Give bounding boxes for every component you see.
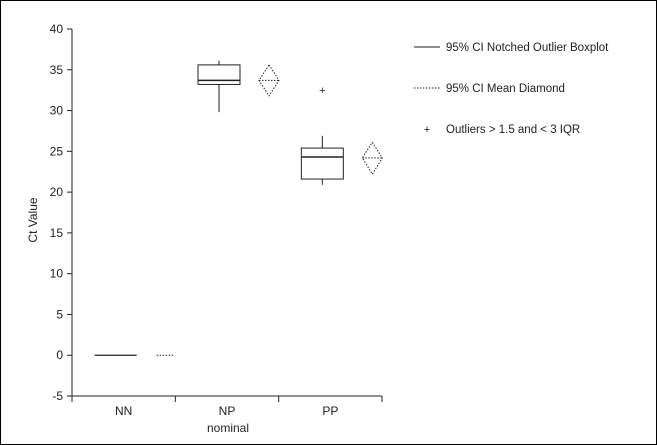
box-NP — [197, 60, 241, 113]
box-iqr — [300, 147, 344, 180]
outlier-marker: + — [319, 85, 325, 97]
box-iqr — [197, 64, 241, 85]
legend-label: Outliers > 1.5 and < 3 IQR — [446, 124, 580, 136]
y-tick-label: 35 — [50, 63, 64, 77]
legend-item: 95% CI Mean Diamond — [414, 83, 565, 95]
legend-item: + Outliers > 1.5 and < 3 IQR — [424, 124, 580, 136]
x-tick-label: NP — [219, 404, 236, 418]
legend: 95% CI Notched Outlier Boxplot 95% CI Mea… — [414, 42, 609, 136]
y-tick-label: 30 — [50, 104, 64, 118]
mean-diamond-PP — [361, 141, 383, 176]
y-tick-label: -5 — [52, 389, 63, 403]
y-tick-label: 40 — [50, 22, 64, 36]
legend-plus-swatch: + — [424, 124, 430, 136]
axes: -5 0 5 10 15 20 25 30 35 40 NN NP PP — [50, 22, 383, 418]
box-PP: + — [300, 85, 344, 185]
x-tick-label: PP — [322, 404, 338, 418]
chart-marks: + — [94, 60, 383, 356]
legend-label: 95% CI Notched Outlier Boxplot — [446, 42, 609, 54]
mean-diamond-shape — [258, 63, 280, 97]
y-tick-label: 10 — [50, 267, 64, 281]
y-tick-label: 0 — [56, 348, 63, 362]
legend-label: 95% CI Mean Diamond — [446, 83, 565, 95]
mean-diamond-shape — [361, 141, 383, 176]
y-tick-label: 5 — [56, 307, 63, 321]
y-tick-label: 25 — [50, 144, 64, 158]
x-tick-label: NN — [115, 404, 132, 418]
mean-diamond-NP — [258, 63, 280, 97]
y-axis-label: Ct Value — [26, 197, 40, 242]
y-tick-label: 20 — [50, 185, 64, 199]
y-tick-label: 15 — [50, 226, 64, 240]
legend-item: 95% CI Notched Outlier Boxplot — [414, 42, 609, 54]
x-axis-label: nominal — [207, 421, 249, 435]
